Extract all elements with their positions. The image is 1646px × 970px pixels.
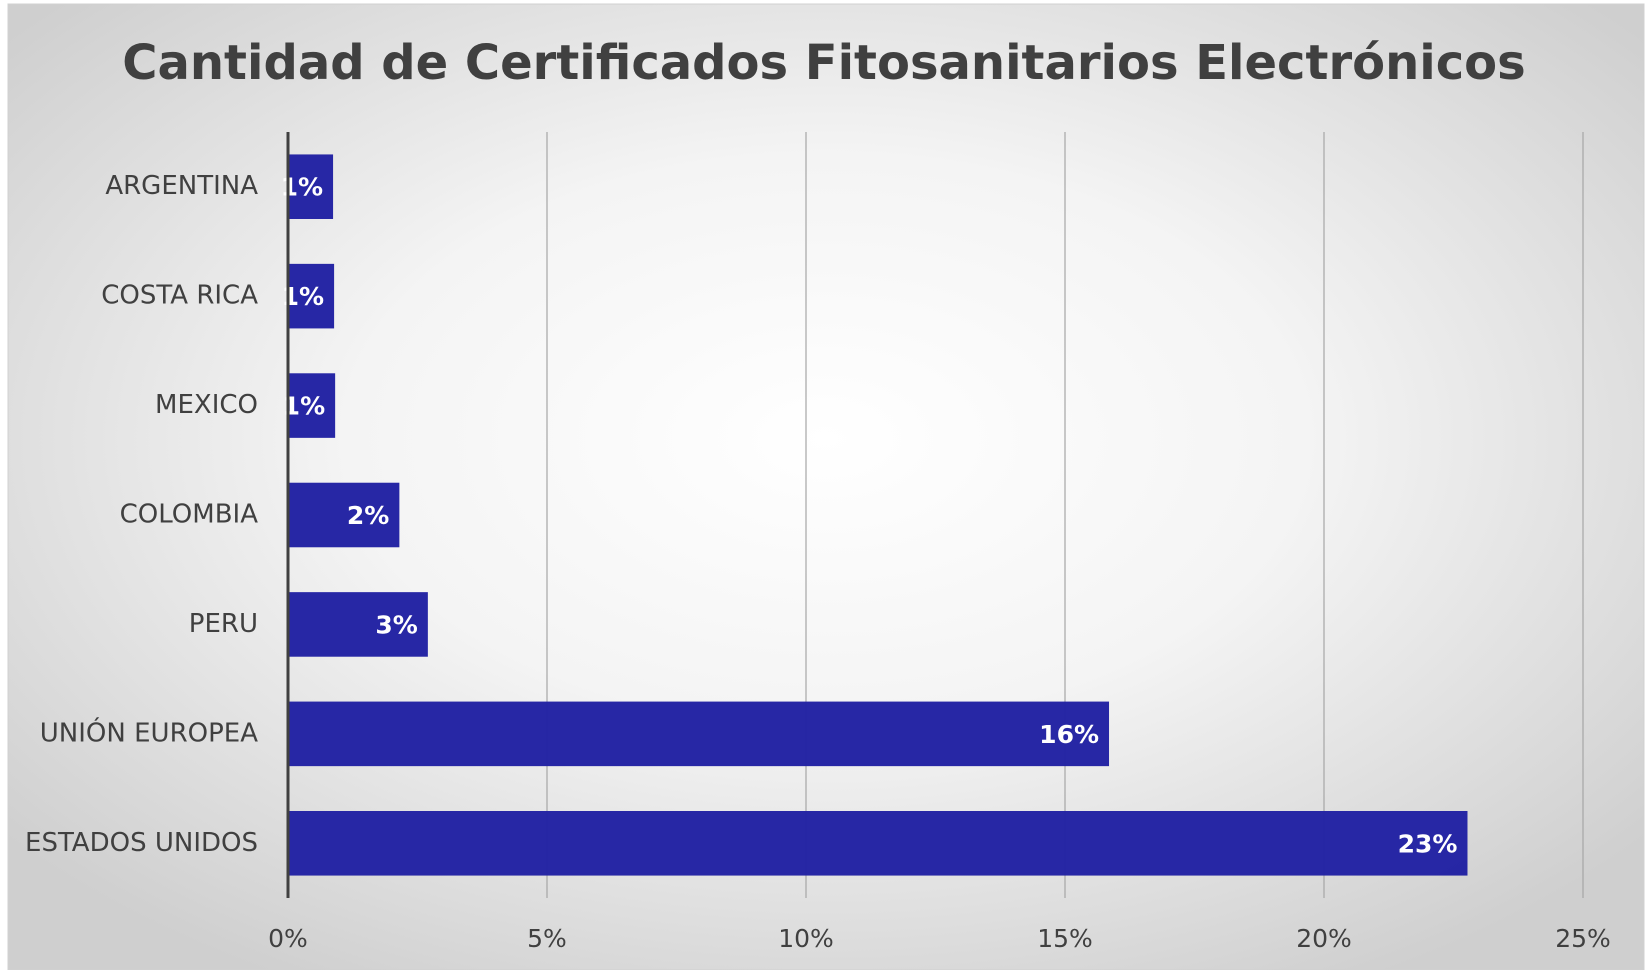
chart-background bbox=[7, 3, 1645, 970]
x-tick-label: 5% bbox=[527, 924, 567, 953]
data-label: 1% bbox=[283, 392, 325, 421]
x-tick-label: 0% bbox=[268, 924, 308, 953]
x-tick-label: 10% bbox=[778, 924, 834, 953]
y-tick-label: UNIÓN EUROPEA bbox=[40, 716, 258, 748]
y-tick-label: COSTA RICA bbox=[101, 281, 258, 311]
x-tick-label: 25% bbox=[1555, 924, 1611, 953]
y-tick-label: PERU bbox=[189, 609, 258, 639]
x-tick-label: 20% bbox=[1296, 924, 1352, 953]
bar bbox=[288, 154, 334, 219]
y-tick-label: ARGENTINA bbox=[105, 171, 258, 201]
data-label: 3% bbox=[375, 610, 417, 639]
y-tick-label: COLOMBIA bbox=[120, 500, 259, 530]
bar bbox=[288, 811, 1468, 876]
y-tick-label: MEXICO bbox=[155, 390, 258, 420]
bar bbox=[288, 592, 428, 657]
y-tick-label: ESTADOS UNIDOS bbox=[25, 828, 258, 858]
chart-title: Cantidad de Certificados Fitosanitarios … bbox=[122, 35, 1525, 91]
bar bbox=[288, 373, 336, 438]
data-label: 16% bbox=[1039, 720, 1099, 749]
data-label: 23% bbox=[1398, 829, 1458, 858]
bar bbox=[288, 263, 335, 329]
data-label: 2% bbox=[347, 501, 389, 530]
bar bbox=[288, 482, 400, 548]
bar bbox=[288, 701, 1110, 767]
x-tick-label: 15% bbox=[1037, 924, 1093, 953]
